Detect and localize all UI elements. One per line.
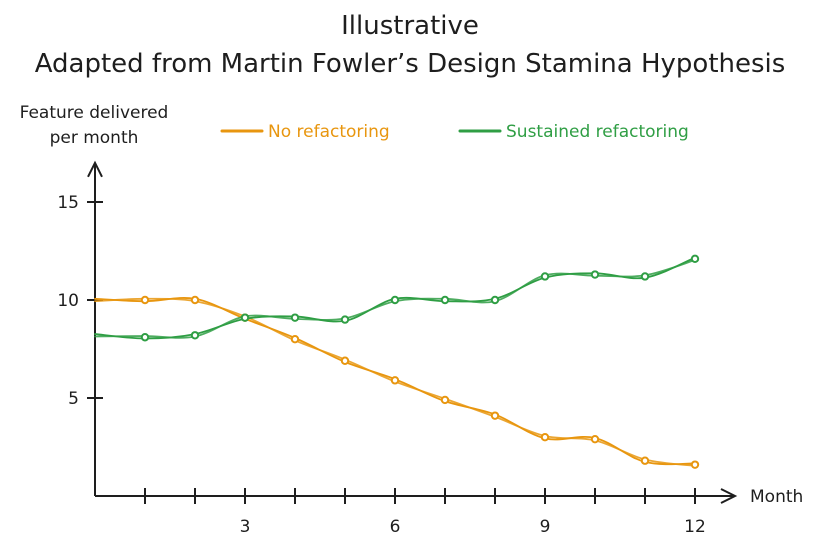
- data-point-no-refactoring: [290, 335, 300, 344]
- x-axis-label: Month: [750, 487, 803, 507]
- data-point-no-refactoring: [490, 411, 500, 420]
- y-tick-label: 5: [68, 389, 79, 409]
- chart-title: Illustrative: [341, 11, 479, 41]
- data-point-no-refactoring: [390, 376, 400, 385]
- data-point-sustained-refactoring: [490, 295, 500, 305]
- data-point-no-refactoring: [640, 456, 650, 465]
- axes: 3 6 9 12 5 10 15: [57, 160, 738, 537]
- data-point-sustained-refactoring: [640, 272, 650, 281]
- y-axis-label-line-1: Feature delivered: [20, 103, 169, 123]
- legend: No refactoring Sustained refactoring: [220, 122, 689, 142]
- x-axis-arrow: [720, 488, 738, 504]
- data-point-no-refactoring: [440, 395, 450, 405]
- data-point-sustained-refactoring: [440, 295, 450, 305]
- chart-subtitle: Adapted from Martin Fowler’s Design Stam…: [35, 49, 786, 79]
- data-point-sustained-refactoring: [240, 313, 250, 322]
- x-tick-label: 12: [684, 517, 706, 537]
- data-point-sustained-refactoring: [290, 313, 300, 322]
- legend-label-sustained-refactoring: Sustained refactoring: [506, 122, 689, 142]
- data-point-sustained-refactoring: [140, 333, 150, 342]
- data-point-no-refactoring: [690, 460, 700, 469]
- y-axis-label-line-2: per month: [50, 128, 139, 148]
- data-point-no-refactoring: [340, 356, 350, 365]
- y-tick-label: 15: [57, 193, 79, 213]
- x-tick-label: 6: [390, 517, 401, 537]
- y-axis-arrow: [87, 160, 103, 178]
- data-point-sustained-refactoring: [340, 315, 350, 324]
- data-point-no-refactoring: [540, 433, 550, 442]
- y-tick-label: 10: [57, 291, 79, 311]
- data-point-sustained-refactoring: [390, 295, 400, 305]
- data-point-sustained-refactoring: [690, 254, 700, 264]
- data-point-no-refactoring: [140, 295, 150, 305]
- data-point-sustained-refactoring: [540, 272, 550, 281]
- x-tick-label: 9: [540, 517, 551, 537]
- legend-label-no-refactoring: No refactoring: [268, 122, 390, 142]
- data-point-no-refactoring: [590, 434, 600, 444]
- data-point-sustained-refactoring: [190, 331, 200, 340]
- x-tick-label: 3: [240, 517, 251, 537]
- series: [94, 254, 700, 469]
- data-point-sustained-refactoring: [590, 270, 600, 279]
- data-point-no-refactoring: [190, 295, 200, 305]
